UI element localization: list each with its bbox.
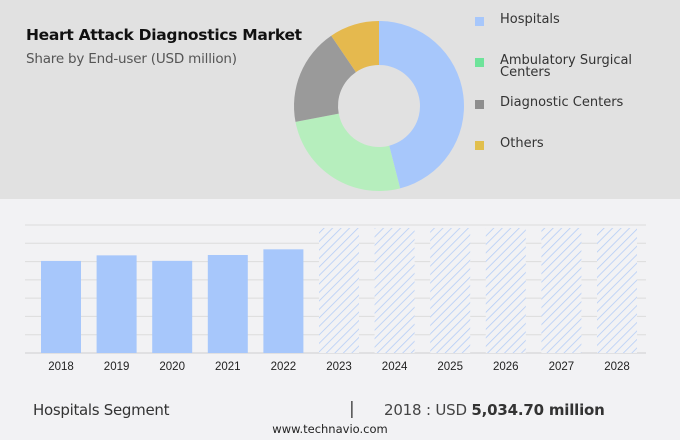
legend-label: Hospitals [500, 12, 560, 27]
x-axis-label: 2022 [270, 361, 297, 373]
page-subtitle: Share by End-user (USD million) [26, 51, 237, 67]
legend-item: Ambulatory Surgical Centers [475, 54, 632, 79]
forecast-bar-2026 [485, 228, 526, 353]
forecast-bar-2023 [319, 228, 359, 353]
donut-slice-hospitals [379, 21, 465, 189]
x-axis-label: 2019 [103, 361, 130, 373]
donut-chart [294, 21, 465, 191]
x-axis-label: 2028 [604, 361, 630, 373]
forecast-bar-2024 [374, 228, 415, 353]
bar-chart [25, 224, 646, 354]
bar-2022 [263, 249, 304, 353]
forecast-bar-2025 [430, 228, 471, 353]
x-axis-label: 2027 [548, 361, 575, 373]
value-amount: 5,034.70 million [471, 401, 605, 419]
segment-label: Hospitals Segment [33, 401, 170, 419]
x-axis-label: 2020 [159, 361, 185, 373]
x-axis-label: 2024 [381, 361, 408, 373]
legend-item: Hospitals [475, 13, 560, 26]
footer-separator: | [349, 399, 355, 419]
legend-label: Diagnostic Centers [500, 95, 624, 110]
donut-slice-others [331, 21, 379, 73]
bar-2018 [41, 260, 81, 353]
x-axis-label: 2023 [326, 361, 352, 373]
bar-2021 [207, 254, 248, 353]
page-title: Heart Attack Diagnostics Market [26, 26, 302, 44]
legend-swatch-icon [475, 17, 484, 26]
legend-item: Others [475, 137, 544, 150]
segment-value: 2018 : USD 5,034.70 million [384, 401, 605, 419]
legend-label: Ambulatory Surgical Centers [500, 53, 633, 80]
x-axis-label: 2026 [493, 361, 519, 373]
bar-2019 [96, 255, 137, 353]
x-axis-label: 2021 [215, 361, 241, 373]
legend-label: Others [500, 136, 544, 151]
legend-swatch-icon [475, 100, 484, 109]
legend-swatch-icon [475, 58, 484, 67]
x-axis-label: 2018 [48, 361, 74, 373]
legend-item: Diagnostic Centers [475, 96, 623, 109]
donut-slice-diagnostic-centers [294, 35, 356, 122]
year-prefix: 2018 : USD [384, 401, 472, 419]
donut-slice-ambulatory-surgical-centers [295, 113, 401, 191]
legend-swatch-icon [475, 141, 484, 150]
bar-2020 [152, 260, 193, 353]
x-axis-label: 2025 [437, 361, 463, 373]
website-link[interactable]: www.technavio.com [272, 422, 388, 436]
forecast-bar-2027 [541, 228, 582, 353]
forecast-bar-2028 [597, 228, 637, 353]
